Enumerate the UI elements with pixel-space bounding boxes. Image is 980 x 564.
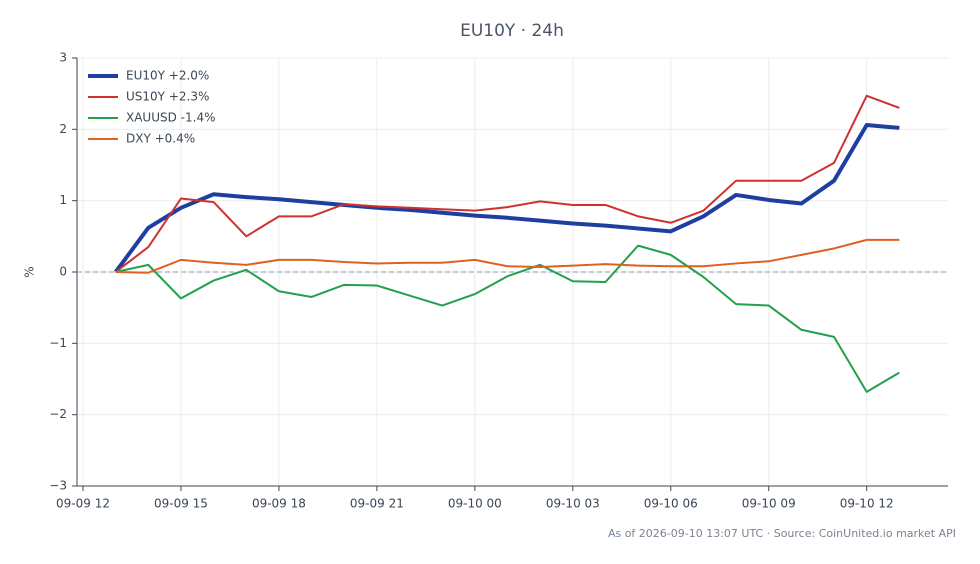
y-tick-label: 1: [59, 193, 67, 207]
legend-label: US10Y +2.3%: [126, 90, 209, 104]
series-line: [114, 123, 900, 274]
x-tick-label: 09-09 21: [350, 497, 404, 511]
y-tick-label: 3: [59, 51, 67, 65]
y-tick-label: 0: [59, 265, 67, 279]
x-tick-label: 09-09 12: [56, 497, 110, 511]
y-tick-label: −2: [49, 407, 67, 421]
y-tick-label: 2: [59, 122, 67, 136]
series-line: [115, 94, 900, 273]
footer: As of 2026-09-10 13:07 UTC · Source: Coi…: [608, 527, 956, 540]
legend-label: EU10Y +2.0%: [126, 69, 209, 83]
y-tick-label: −3: [49, 479, 67, 493]
y-tick-label: −1: [49, 336, 67, 350]
x-tick-label: 09-10 09: [742, 497, 796, 511]
series-line: [115, 238, 900, 274]
x-tick-label: 09-10 03: [546, 497, 600, 511]
y-axis-label: %: [23, 266, 37, 277]
x-tick-label: 09-10 00: [448, 497, 502, 511]
chart-title: EU10Y · 24h: [460, 21, 564, 41]
x-tick-label: 09-09 15: [154, 497, 208, 511]
legend-label: DXY +0.4%: [126, 132, 195, 146]
legend-label: XAUUSD -1.4%: [126, 111, 215, 125]
x-tick-label: 09-10 06: [644, 497, 698, 511]
series-line: [115, 244, 900, 393]
x-tick-label: 09-10 12: [840, 497, 894, 511]
x-tick-label: 09-09 18: [252, 497, 306, 511]
